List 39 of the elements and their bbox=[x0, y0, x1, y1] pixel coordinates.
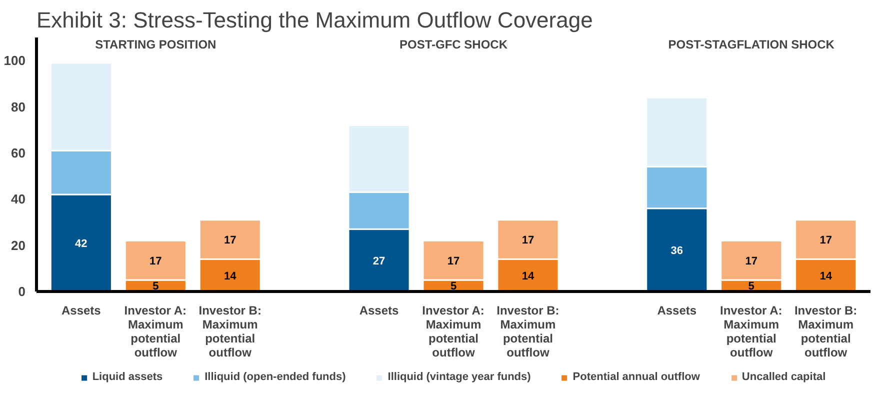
y-tick-label: 100 bbox=[4, 53, 26, 68]
data-label: 36 bbox=[670, 244, 684, 257]
y-tick-label: 40 bbox=[11, 192, 26, 207]
x-tick-label: Assets bbox=[657, 304, 697, 318]
data-label: 5 bbox=[748, 280, 754, 293]
x-tick-label: Investor B: Maximum potential outflow bbox=[496, 304, 560, 360]
x-tick-label: Investor B: Maximum potential outflow bbox=[794, 304, 858, 360]
x-tick-label: Assets bbox=[62, 304, 102, 318]
data-label: 17 bbox=[522, 234, 534, 247]
data-label: 17 bbox=[820, 234, 832, 247]
x-tick-label: Investor A: Maximum potential outflow bbox=[124, 304, 187, 360]
annotation: POST-GFC SHOCK bbox=[399, 38, 508, 52]
data-label: 14 bbox=[522, 270, 535, 282]
legend-label: Liquid assets bbox=[92, 371, 163, 383]
data-label: 14 bbox=[224, 270, 238, 282]
y-tick-label: 0 bbox=[18, 284, 26, 299]
data-label: 17 bbox=[224, 234, 236, 247]
data-label: 17 bbox=[745, 255, 758, 268]
annotation: STARTING POSITION bbox=[95, 38, 216, 52]
data-label: 27 bbox=[372, 255, 386, 268]
legend-label: Illiquid (vintage year funds) bbox=[388, 371, 531, 383]
data-label: 5 bbox=[152, 280, 159, 293]
annotation: POST-STAGFLATION SHOCK bbox=[668, 38, 835, 52]
data-label: 5 bbox=[450, 280, 457, 293]
y-tick-label: 20 bbox=[11, 238, 26, 253]
x-tick-label: Assets bbox=[359, 304, 400, 318]
y-tick-label: 80 bbox=[11, 99, 26, 114]
data-label: 42 bbox=[75, 238, 88, 250]
legend-label: Potential annual outflow bbox=[572, 371, 700, 383]
data-label: 17 bbox=[150, 255, 162, 268]
data-label: 17 bbox=[447, 255, 460, 268]
chart-title: Exhibit 3: Stress-Testing the Maximum Outflow Coverage bbox=[36, 8, 593, 32]
x-tick-label: Investor B: Maximum potential outflow bbox=[198, 304, 262, 360]
data-label: 14 bbox=[820, 270, 833, 282]
legend-label: Illiquid (open-ended funds) bbox=[204, 371, 346, 383]
x-tick-label: Investor A: Maximum potential outflow bbox=[422, 304, 484, 360]
legend-label: Uncalled capital bbox=[742, 371, 826, 383]
x-tick-label: Investor A: Maximum potential outflow bbox=[720, 304, 782, 360]
y-tick-label: 60 bbox=[11, 145, 26, 160]
